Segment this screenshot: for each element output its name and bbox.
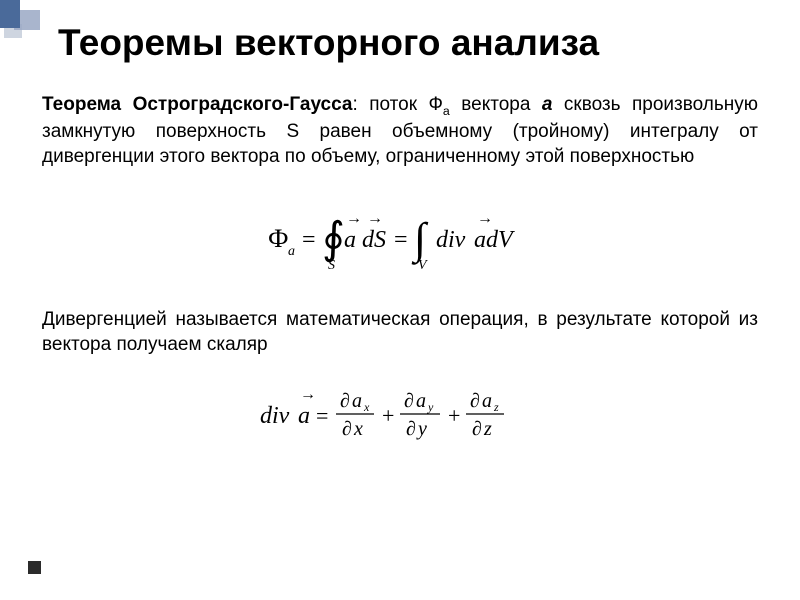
sym-arrow-a1: → bbox=[346, 210, 362, 227]
f1-dtop: ∂ bbox=[340, 390, 350, 412]
paragraph-theorem: Теорема Остроградского-Гаусса: поток Фа … bbox=[42, 92, 758, 169]
footer-bullet-icon bbox=[28, 561, 41, 574]
theorem-name: Теорема Остроградского-Гаусса bbox=[42, 94, 352, 115]
paragraph-divergence: Дивергенцией называется математическая о… bbox=[42, 307, 758, 357]
formula-gauss-svg: Ф a = ∮ S → a → dS = ∫ V bbox=[240, 203, 560, 273]
f3-dbot: ∂ bbox=[472, 418, 482, 440]
f2-dtop: ∂ bbox=[404, 390, 414, 412]
f2-dbot: ∂ bbox=[406, 418, 416, 440]
sym-phi-sub: a bbox=[288, 244, 295, 259]
f1-ax: x bbox=[363, 400, 370, 414]
sym-eq2: = bbox=[394, 227, 408, 253]
f1-dbot: ∂ bbox=[342, 418, 352, 440]
frac-x: ∂ a x ∂ x bbox=[336, 390, 374, 440]
sym-eq1: = bbox=[302, 227, 316, 253]
frac-y: ∂ a y ∂ y bbox=[400, 390, 440, 440]
sym2-div: div bbox=[260, 403, 290, 429]
sym-div: div bbox=[436, 227, 466, 253]
slide: Теоремы векторного анализа Теорема Остро… bbox=[0, 0, 800, 600]
sym2-arrow-a: → bbox=[300, 386, 316, 403]
frac-z: ∂ a z ∂ z bbox=[466, 390, 504, 440]
f2-a: a bbox=[416, 390, 426, 412]
sym2-eq: = bbox=[316, 403, 328, 428]
sym-int-sub: V bbox=[418, 258, 428, 273]
deco-square-a bbox=[0, 0, 20, 28]
slide-title: Теоремы векторного анализа bbox=[58, 22, 599, 64]
f1-x: x bbox=[353, 418, 363, 440]
sym-adv: adV bbox=[474, 227, 515, 253]
f1-a: a bbox=[352, 390, 362, 412]
text-seg-2: вектора bbox=[450, 94, 542, 115]
sym-oint-sub: S bbox=[328, 258, 335, 273]
text-seg-1: : поток Ф bbox=[352, 94, 442, 115]
f3-dtop: ∂ bbox=[470, 390, 480, 412]
sym-phi: Ф bbox=[268, 224, 289, 253]
sym-ds: dS bbox=[362, 227, 386, 253]
sym2-a: a bbox=[298, 403, 310, 429]
sym-arrow-ds: → bbox=[367, 210, 383, 227]
formula-gauss: Ф a = ∮ S → a → dS = ∫ V bbox=[42, 203, 758, 273]
f2-ay: y bbox=[427, 400, 434, 414]
vector-a: а bbox=[542, 94, 553, 115]
f2-y: y bbox=[416, 418, 427, 440]
sym2-plus2: + bbox=[448, 403, 460, 428]
sym-a1: a bbox=[344, 227, 356, 253]
sym-oint: ∮ bbox=[322, 214, 345, 263]
formula-divergence: div → a = ∂ a x ∂ x + bbox=[42, 381, 758, 454]
f3-a: a bbox=[482, 390, 492, 412]
sym-arrow-a2: → bbox=[477, 210, 493, 227]
f3-z: z bbox=[483, 418, 492, 440]
sym2-plus1: + bbox=[382, 403, 394, 428]
formula-div-svg: div → a = ∂ a x ∂ x + bbox=[220, 381, 580, 447]
phi-subscript: а bbox=[443, 104, 450, 118]
slide-body: Теорема Остроградского-Гаусса: поток Фа … bbox=[42, 92, 758, 454]
f3-az: z bbox=[493, 400, 499, 414]
